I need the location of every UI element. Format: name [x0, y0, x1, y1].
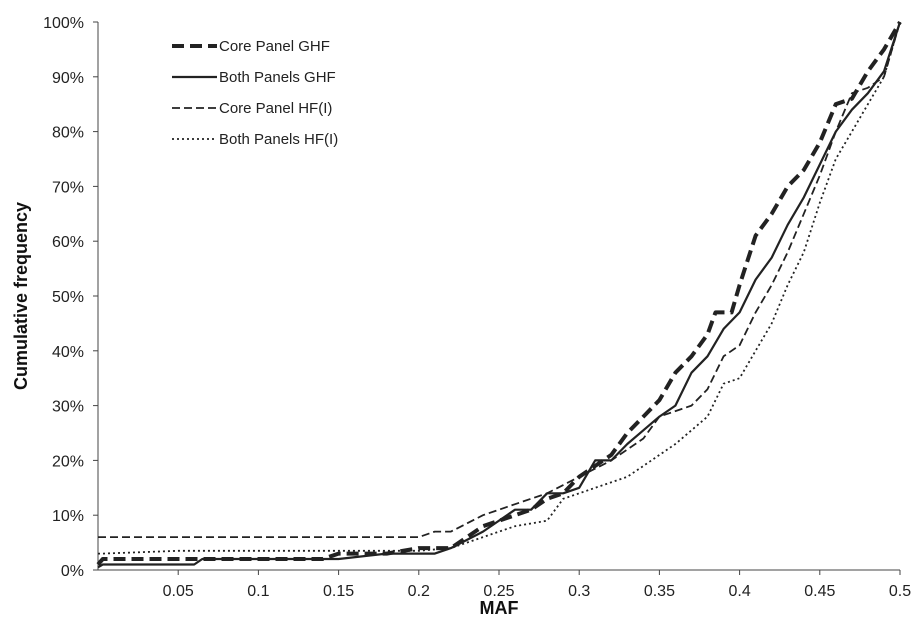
legend-label: Core Panel HF(I): [219, 100, 332, 117]
y-tick-label: 90%: [52, 70, 84, 87]
series-line-3: [98, 21, 901, 538]
x-tick-label: 0.1: [247, 583, 269, 600]
x-tick-label: 0.45: [804, 583, 835, 600]
y-tick-label: 30%: [52, 399, 84, 416]
y-tick-label: 10%: [52, 508, 84, 525]
x-tick-labels: 0.05 0.1 0.15 0.2 0.25 0.3 0.35 0.4 0.45 0.5: [163, 570, 911, 600]
x-tick-label: 0.05: [163, 583, 194, 600]
x-tick-label: 0.35: [644, 583, 675, 600]
legend-label: Both Panels GHF: [219, 69, 336, 86]
x-tick-label: 0.4: [728, 583, 750, 600]
x-tick-label: 0.5: [889, 583, 911, 600]
y-tick-label: 60%: [52, 234, 84, 251]
x-tick-label: 0.15: [323, 583, 354, 600]
y-axis-title: Cumulative frequency: [11, 202, 31, 390]
y-tick-label: 100%: [43, 15, 84, 32]
legend-label: Core Panel GHF: [219, 38, 330, 55]
y-tick-label: 0%: [61, 563, 84, 580]
legend-label: Both Panels HF(I): [219, 131, 338, 148]
series-line-1: [96, 20, 902, 566]
y-tick-label: 40%: [52, 344, 84, 361]
legend: Core Panel GHF Both Panels GHF Core Panel …: [172, 38, 338, 148]
x-tick-label: 0.25: [483, 583, 514, 600]
series-line-4: [98, 21, 901, 555]
y-tick-label: 80%: [52, 125, 84, 142]
y-tick-label: 20%: [52, 453, 84, 470]
y-tick-label: 50%: [52, 289, 84, 306]
x-axis-title: MAF: [480, 598, 519, 618]
y-tick-labels: 0% 10% 20% 30% 40% 50% 60% 70% 80% 90% 100%: [43, 15, 98, 580]
y-tick-label: 70%: [52, 179, 84, 196]
series-lines: [96, 20, 902, 569]
x-tick-label: 0.3: [568, 583, 590, 600]
x-tick-label: 0.2: [408, 583, 430, 600]
